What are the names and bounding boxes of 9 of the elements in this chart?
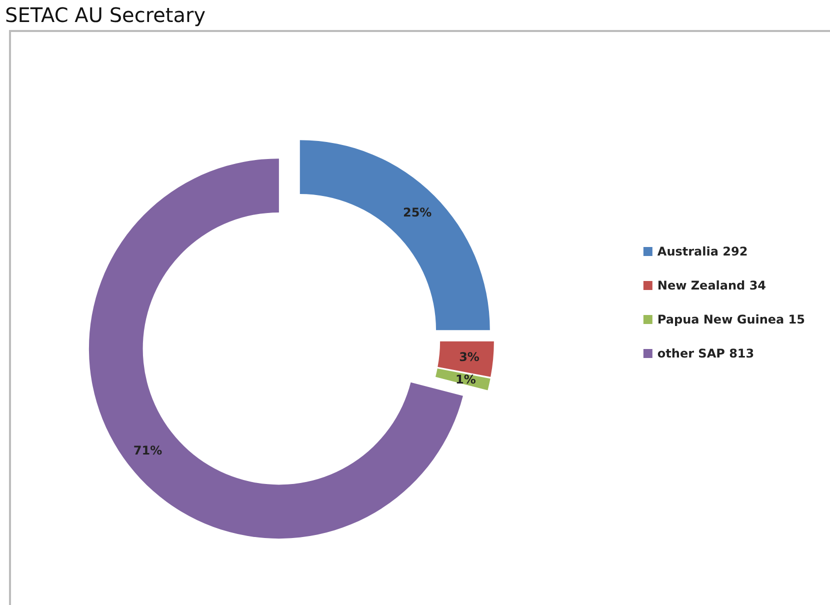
legend-label: other SAP 813 <box>657 346 754 360</box>
legend-label: Papua New Guinea 15 <box>657 312 806 326</box>
chart-title: SETAC AU Secretary <box>5 3 206 27</box>
data-label: 1% <box>456 372 476 386</box>
data-label: 71% <box>133 443 162 458</box>
legend-label: New Zealand 34 <box>657 278 766 292</box>
legend-label: Australia 292 <box>657 244 748 258</box>
data-label: 25% <box>402 206 432 220</box>
data-label: 3% <box>459 350 480 364</box>
